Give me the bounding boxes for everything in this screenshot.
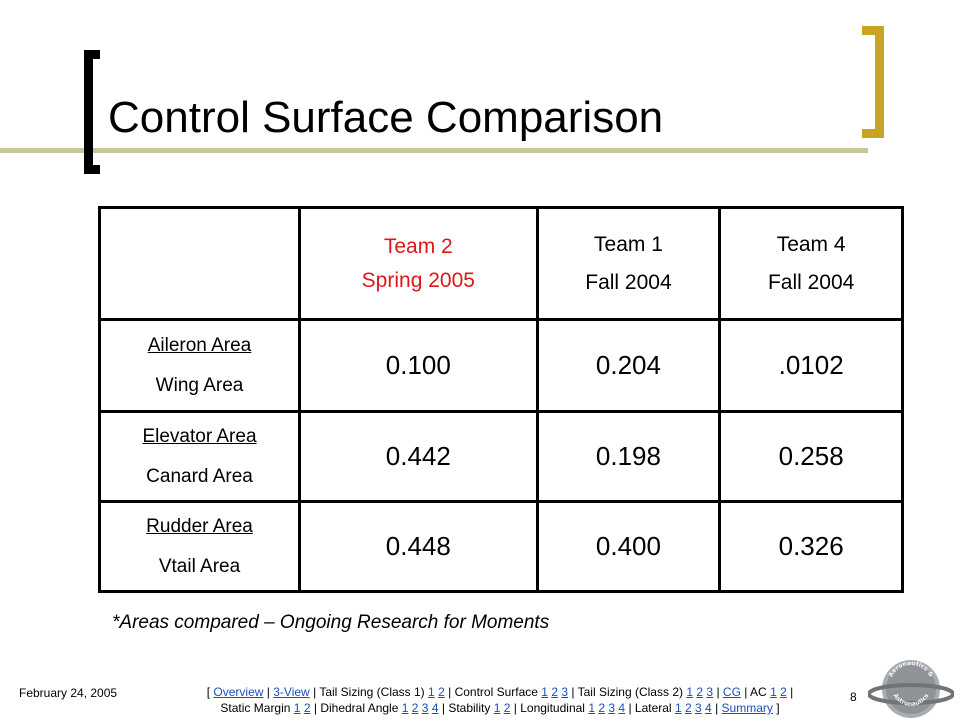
nav-separator: |: [790, 685, 794, 699]
ratio-label: Elevator Area Canard Area: [98, 410, 301, 503]
nav-link-lateral-4[interactable]: 4: [705, 701, 712, 715]
header-team-name: Team 1: [594, 232, 663, 256]
nav-bracket: ]: [776, 701, 780, 715]
ratio-label: Rudder Area Vtail Area: [98, 500, 301, 593]
value-cell: 0.448: [298, 500, 539, 593]
nav-separator: |: [313, 685, 317, 699]
ratio-numerator: Elevator Area: [142, 425, 257, 447]
navigation-bar: [ Overview | 3-View | Tail Sizing (Class…: [160, 684, 840, 716]
nav-link-dihedral-4[interactable]: 4: [431, 701, 439, 715]
nav-link-tail-sizing-2-3[interactable]: 3: [706, 685, 714, 699]
nav-separator: |: [715, 701, 719, 715]
nav-link-3-view[interactable]: 3-View: [273, 685, 310, 699]
header-empty-cell: [98, 206, 301, 321]
nav-link-stability-2[interactable]: 2: [503, 701, 511, 715]
slide-title: Control Surface Comparison: [108, 93, 664, 142]
nav-link-longitudinal-4[interactable]: 4: [618, 701, 626, 715]
header-team-term: Spring 2005: [361, 268, 475, 292]
nav-link-dihedral-1[interactable]: 1: [401, 701, 409, 715]
nav-link-static-margin-1[interactable]: 1: [293, 701, 301, 715]
nav-link-tail-sizing-1-2[interactable]: 2: [438, 685, 445, 699]
aeronautics-astronautics-seal-icon: Aeronautics & Astronautics: [868, 660, 954, 718]
nav-link-lateral-2[interactable]: 2: [684, 701, 692, 715]
header-team-4: Team 4 Fall 2004: [718, 206, 904, 321]
page-number: 8: [850, 690, 857, 704]
nav-link-dihedral-2[interactable]: 2: [411, 701, 419, 715]
table-row-elevator: Elevator Area Canard Area 0.442 0.198 0.…: [98, 410, 904, 503]
ratio-numerator: Aileron Area: [147, 334, 252, 356]
nav-section-label: Longitudinal: [520, 701, 585, 715]
nav-link-summary[interactable]: Summary: [721, 701, 773, 715]
nav-link-longitudinal-2[interactable]: 2: [598, 701, 606, 715]
table-row-rudder: Rudder Area Vtail Area 0.448 0.400 0.326: [98, 500, 904, 593]
nav-separator: |: [513, 701, 517, 715]
ratio-numerator: Rudder Area: [146, 515, 253, 537]
nav-link-tail-sizing-2-2[interactable]: 2: [696, 685, 704, 699]
nav-separator: |: [313, 701, 317, 715]
nav-separator: |: [266, 685, 270, 699]
value-cell: .0102: [718, 318, 904, 413]
nav-separator: |: [441, 701, 445, 715]
nav-link-ac-1[interactable]: 1: [770, 685, 777, 699]
table-row-aileron: Aileron Area Wing Area 0.100 0.204 .0102: [98, 318, 904, 413]
slide-date: February 24, 2005: [19, 686, 118, 700]
header-team-name: Team 4: [776, 232, 846, 256]
ratio-denominator: Vtail Area: [158, 555, 241, 577]
nav-link-control-surface-1[interactable]: 1: [541, 685, 548, 699]
nav-section-label: Dihedral Angle: [320, 701, 399, 715]
nav-link-dihedral-3[interactable]: 3: [421, 701, 429, 715]
nav-link-overview[interactable]: Overview: [213, 685, 264, 699]
footnote: *Areas compared – Ongoing Research for M…: [112, 612, 550, 633]
nav-section-label: Stability: [448, 701, 491, 715]
value-cell: 0.198: [535, 410, 722, 503]
nav-link-ac-2[interactable]: 2: [780, 685, 787, 699]
header-team-term: Fall 2004: [767, 270, 855, 294]
nav-separator: |: [744, 685, 748, 699]
left-bracket-decoration: [84, 50, 100, 174]
nav-section-label: AC: [750, 685, 767, 699]
header-team-1: Team 1 Fall 2004: [535, 206, 722, 321]
header-team-term: Fall 2004: [585, 270, 672, 294]
ratio-denominator: Wing Area: [155, 374, 244, 396]
header-team-2: Team 2 Spring 2005: [298, 206, 539, 321]
value-cell: 0.258: [718, 410, 904, 503]
ratio-denominator: Canard Area: [146, 465, 253, 487]
title-underline: [0, 148, 868, 153]
right-bracket-decoration: [862, 26, 884, 138]
table-header-row: Team 2 Spring 2005 Team 1 Fall 2004 Team…: [98, 206, 904, 321]
nav-separator: |: [571, 685, 575, 699]
nav-link-control-surface-3[interactable]: 3: [561, 685, 569, 699]
nav-link-lateral-1[interactable]: 1: [674, 701, 682, 715]
nav-link-cg[interactable]: CG: [722, 685, 741, 699]
value-cell: 0.100: [298, 318, 539, 413]
nav-separator: |: [716, 685, 720, 699]
value-cell: 0.204: [535, 318, 722, 413]
nav-section-label: Lateral: [634, 701, 672, 715]
value-cell: 0.400: [535, 500, 722, 593]
nav-bracket: [: [206, 685, 211, 699]
nav-link-longitudinal-1[interactable]: 1: [588, 701, 595, 715]
value-cell: 0.442: [298, 410, 539, 503]
nav-link-control-surface-2[interactable]: 2: [551, 685, 558, 699]
nav-section-label: Tail Sizing (Class 1): [319, 685, 425, 699]
header-team-name: Team 2: [383, 234, 453, 258]
comparison-table: Team 2 Spring 2005 Team 1 Fall 2004 Team…: [98, 206, 904, 593]
nav-link-lateral-3[interactable]: 3: [695, 701, 702, 715]
nav-link-stability-1[interactable]: 1: [493, 701, 501, 715]
nav-separator: |: [628, 701, 632, 715]
nav-link-tail-sizing-2-1[interactable]: 1: [686, 685, 694, 699]
nav-link-longitudinal-3[interactable]: 3: [608, 701, 616, 715]
nav-section-label: Tail Sizing (Class 2): [577, 685, 683, 699]
nav-link-static-margin-2[interactable]: 2: [303, 701, 311, 715]
nav-section-label: Static Margin: [220, 701, 291, 715]
nav-section-label: Control Surface: [454, 685, 538, 699]
nav-link-tail-sizing-1-1[interactable]: 1: [428, 685, 435, 699]
value-cell: 0.326: [718, 500, 904, 593]
nav-separator: |: [448, 685, 452, 699]
ratio-label: Aileron Area Wing Area: [98, 318, 301, 413]
